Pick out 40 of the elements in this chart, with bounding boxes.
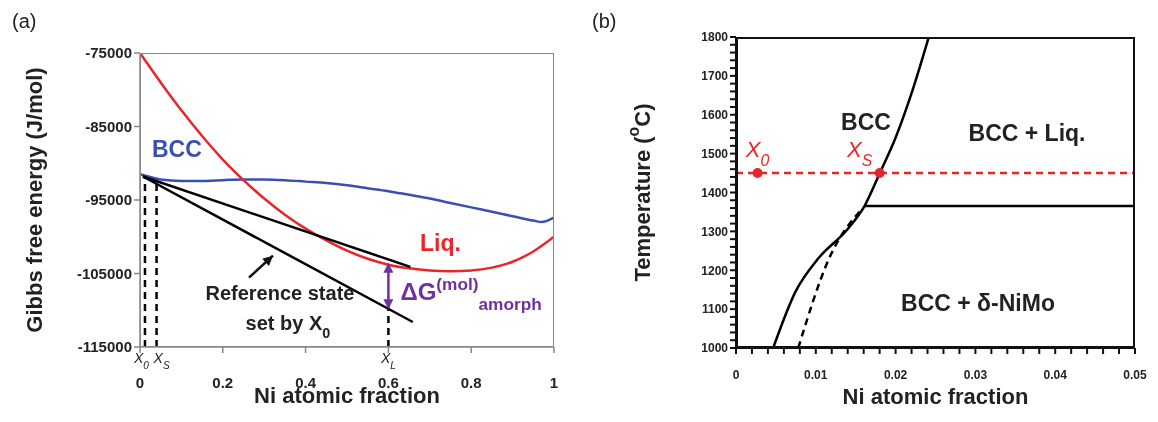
annotation: X$_{0}$: [133, 350, 150, 371]
x-tick-label: 0.02: [883, 367, 908, 382]
x-tick-label: 0.01: [804, 367, 828, 382]
x-tick-label: 0.05: [1123, 367, 1147, 382]
y-tick-label: 1700: [701, 69, 729, 84]
x-tick-label: 0.04: [1043, 367, 1068, 382]
y-tick-label: 1800: [701, 30, 729, 45]
chart-title: (b): [592, 10, 617, 33]
x-tick-label: 0.03: [963, 367, 988, 382]
annotation: X$_{0}$: [744, 137, 770, 169]
y-tick-label: -95000: [85, 191, 132, 209]
annotation: X$_{S}$: [846, 137, 873, 169]
y-tick-label: 1100: [701, 302, 729, 317]
y-tick-label: -75000: [85, 44, 132, 62]
y-tick-label: 1200: [701, 263, 729, 278]
x-axis-title: Ni atomic fraction: [842, 384, 1029, 409]
annotation: BCC + δ-NiMo: [901, 289, 1055, 317]
annotation: BCC + Liq.: [968, 119, 1086, 147]
x-tick-label: 0.2: [212, 373, 234, 391]
x-tick-label: 0: [135, 373, 145, 391]
chart-title: (a): [12, 10, 37, 33]
x-tick-label: 0.6: [377, 373, 399, 391]
y-tick-label: -85000: [85, 117, 132, 135]
y-tick-label: -105000: [76, 264, 132, 282]
x-tick-label: 0: [732, 367, 740, 382]
annotation: BCC: [841, 108, 891, 136]
y-tick-label: 1600: [701, 108, 729, 123]
series-label: Liq.: [420, 230, 461, 257]
x-tick-label: 1: [549, 373, 559, 391]
y-tick-label: 1500: [701, 146, 729, 161]
y-tick-label: -115000: [77, 338, 132, 356]
x-tick-label: 0.8: [460, 373, 482, 391]
y-tick-label: 1000: [701, 341, 729, 356]
y-tick-label: 1300: [701, 224, 729, 239]
annotation: Reference state set by X$_{0}$: [205, 281, 355, 341]
y-axis-title: Gibbs free energy (J/mol): [21, 67, 47, 333]
annotation: X$_{S}$: [152, 350, 170, 371]
annotation: X$_{L}$: [379, 350, 396, 371]
series-label: BCC: [152, 136, 202, 163]
y-tick-label: 1400: [701, 185, 729, 200]
